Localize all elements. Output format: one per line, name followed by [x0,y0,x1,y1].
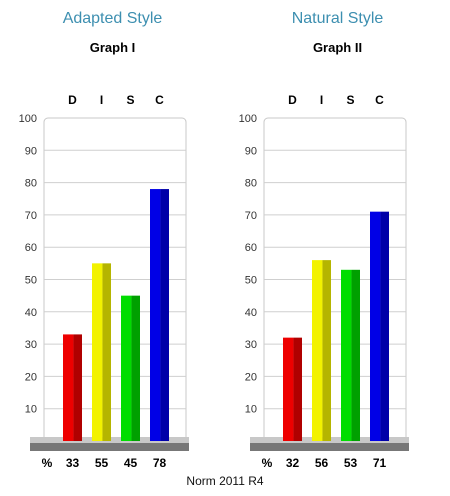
bar-front [312,260,323,441]
bar-side [351,269,360,441]
bar-front [63,334,74,441]
bar-front [341,269,352,441]
bar-i [92,263,111,441]
y-tick-label: 40 [25,307,37,319]
y-tick-label: 100 [239,113,257,125]
bar-front [121,295,132,441]
bar-side [73,334,82,441]
bar-s [341,269,360,441]
bar-front [370,211,381,441]
category-label-c: C [375,93,384,107]
y-tick-label: 40 [245,307,257,319]
percent-label: % [262,456,273,470]
floor-base [30,443,189,451]
y-tick-label: 50 [25,275,37,287]
category-label-i: I [320,93,323,107]
y-tick-label: 30 [245,339,257,351]
category-label-d: D [288,93,297,107]
bar-s [121,295,140,441]
category-label-s: S [346,93,354,107]
y-tick-label: 70 [25,210,37,222]
bar-front [150,189,161,441]
value-label-i: 56 [315,456,329,470]
floor-base [250,443,409,451]
bar-front [283,337,294,441]
graph-ii-title: Graph II [312,40,363,55]
value-label-s: 53 [344,456,358,470]
category-label-s: S [126,93,134,107]
y-tick-label: 90 [25,145,37,157]
y-tick-label: 70 [245,210,257,222]
value-label-i: 55 [95,456,109,470]
y-tick-label: 20 [245,371,257,383]
y-tick-label: 90 [245,145,257,157]
bar-side [160,189,169,441]
y-tick-label: 60 [25,242,37,254]
value-label-c: 71 [373,456,387,470]
bar-front [92,263,103,441]
bar-side [102,263,111,441]
bar-c [370,211,389,441]
graph-i-title: Graph I [89,40,136,55]
category-label-c: C [155,93,164,107]
bar-side [293,337,302,441]
y-tick-label: 80 [245,178,257,190]
bar-d [283,337,302,441]
y-tick-label: 60 [245,242,257,254]
y-tick-label: 10 [245,404,257,416]
value-label-d: 32 [286,456,300,470]
bar-c [150,189,169,441]
category-label-i: I [100,93,103,107]
natural-style-title: Natural Style [291,10,384,27]
y-tick-label: 80 [25,178,37,190]
value-label-s: 45 [124,456,138,470]
bar-side [380,211,389,441]
y-tick-label: 20 [25,371,37,383]
value-label-c: 78 [153,456,167,470]
percent-label: % [42,456,53,470]
bar-d [63,334,82,441]
y-tick-label: 50 [245,275,257,287]
bar-side [131,295,140,441]
adapted-style-title: Adapted Style [62,10,163,27]
y-tick-label: 100 [19,113,37,125]
bar-i [312,260,331,441]
category-label-d: D [68,93,77,107]
y-tick-label: 30 [25,339,37,351]
value-label-d: 33 [66,456,80,470]
y-tick-label: 10 [25,404,37,416]
bar-side [322,260,331,441]
norm-label: Norm 2011 R4 [186,474,264,488]
